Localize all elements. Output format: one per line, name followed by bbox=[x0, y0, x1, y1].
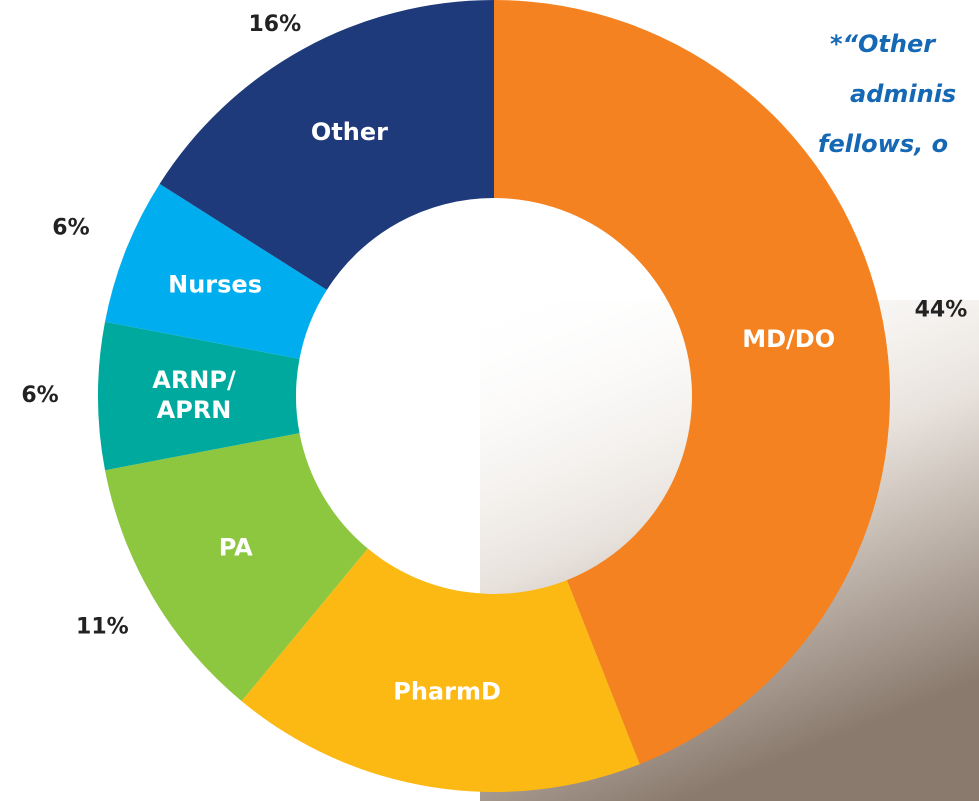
value-label: 11% bbox=[76, 615, 129, 640]
value-label: 6% bbox=[21, 383, 58, 408]
chart: MD/DO44%PharmDPA11%ARNP/APRN6%Nurses6%Ot… bbox=[0, 0, 979, 801]
category-label: Other bbox=[311, 118, 388, 146]
note-line: adminis bbox=[850, 80, 956, 108]
value-label: 6% bbox=[52, 216, 89, 241]
note-line: *“Other bbox=[830, 30, 937, 58]
category-label: Nurses bbox=[168, 271, 262, 299]
category-label: PharmD bbox=[393, 677, 501, 705]
value-label: 16% bbox=[248, 12, 301, 37]
category-label: PA bbox=[219, 534, 253, 562]
value-label: 44% bbox=[915, 298, 968, 323]
category-label: MD/DO bbox=[742, 325, 835, 353]
note-line: fellows, o bbox=[818, 130, 948, 158]
